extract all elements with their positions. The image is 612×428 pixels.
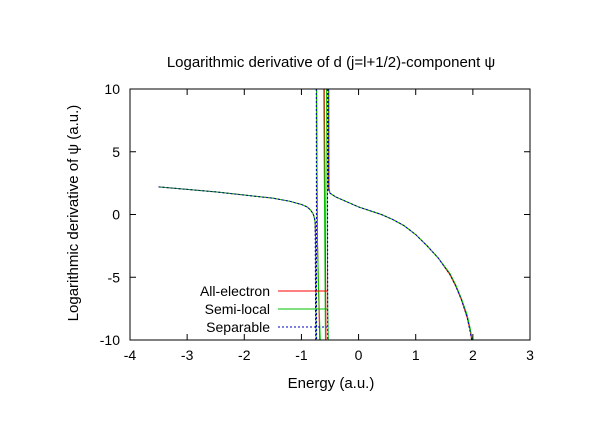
plot-frame [129,88,531,341]
series-line [158,186,317,340]
y-tick-label: 0 [112,207,120,223]
series-line [327,89,473,340]
y-tick-label: -5 [108,269,121,285]
y-tick-label: 10 [104,81,120,97]
legend-label: Separable [206,319,270,335]
x-tick-label: -2 [238,347,251,363]
y-tick-label: 5 [112,144,120,160]
y-tick-label: -10 [100,332,120,348]
series-line [158,186,317,340]
chart-title: Logarithmic derivative of d (j=l+1/2)-co… [167,54,495,71]
legend-label: All-electron [200,283,270,299]
series-line [328,89,473,340]
series-line [316,89,321,340]
legend-label: Semi-local [205,301,270,317]
x-tick-label: -4 [124,347,137,363]
series-line [327,89,473,340]
series-line [323,89,326,340]
series-layer [158,89,473,340]
x-tick-label: -3 [181,347,194,363]
x-tick-label: 1 [412,347,420,363]
series-separable [158,89,473,340]
legend: All-electron Semi-local Separable [200,283,327,335]
x-tick-label: -1 [295,347,308,363]
y-axis-title: Logarithmic derivative of ψ (a.u.) [65,105,82,322]
x-tick-label: 0 [355,347,363,363]
x-tick-label: 3 [526,347,534,363]
x-tick-label: 2 [469,347,477,363]
x-axis-title: Energy (a.u.) [288,375,375,392]
series-line [158,186,317,340]
